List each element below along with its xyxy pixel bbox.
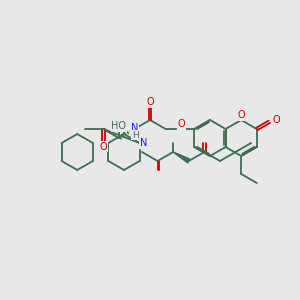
Text: H: H: [132, 130, 139, 140]
Text: HO: HO: [112, 121, 127, 131]
Polygon shape: [173, 152, 190, 163]
Text: O: O: [146, 98, 154, 107]
Text: N: N: [131, 123, 138, 133]
Text: O: O: [178, 119, 186, 129]
Text: O: O: [237, 110, 245, 120]
Text: O: O: [272, 115, 280, 125]
Text: N: N: [140, 138, 147, 148]
Text: O: O: [99, 142, 107, 152]
